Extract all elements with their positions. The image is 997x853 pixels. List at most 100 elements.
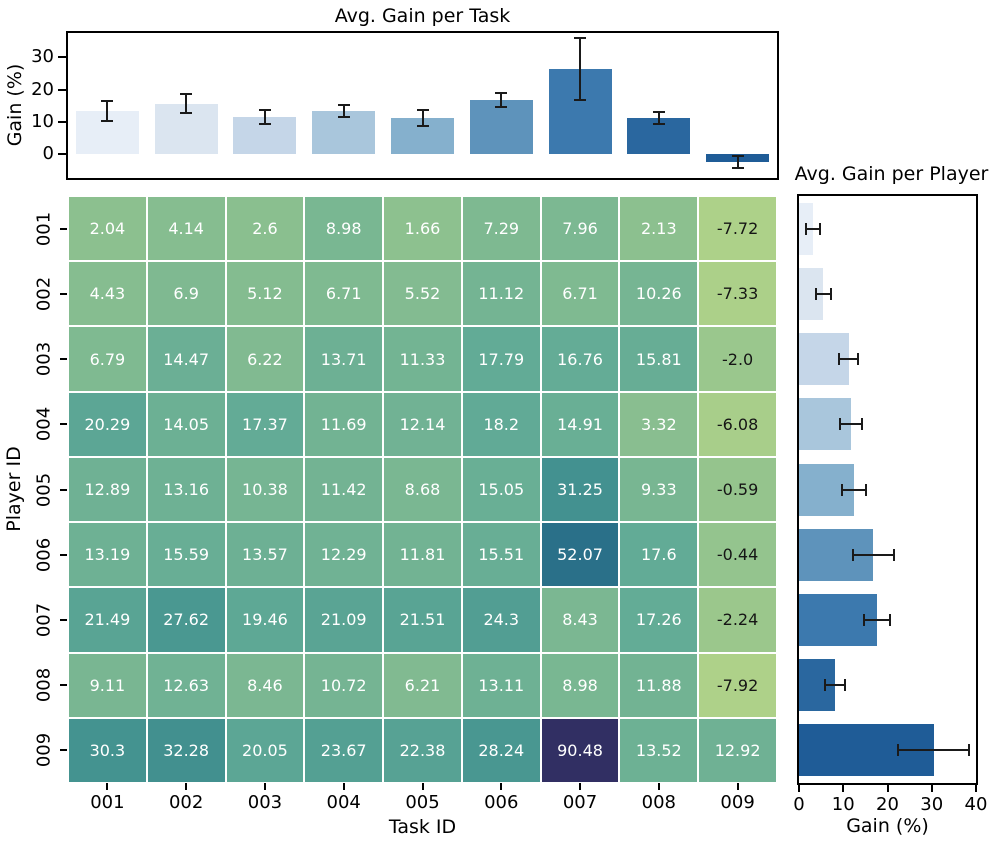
col-tick-mark [421,783,424,790]
col-tick-label: 008 [641,792,676,813]
col-tick-mark [736,783,739,790]
row-tick-label: 009 [33,733,55,768]
player-error-cap [864,483,867,496]
x-tick-label: 0 [793,794,805,815]
heatmap-cell: -0.59 [699,457,776,522]
col-tick-mark [500,783,503,790]
task-error-cap [731,167,744,170]
heatmap-cell: 23.67 [305,718,383,782]
heatmap-cell: 21.09 [305,588,383,652]
heatmap-cell: 30.3 [69,718,146,782]
heatmap-cell: 8.46 [226,653,304,717]
row-tick-mark [60,618,67,621]
heatmap-cell: 11.81 [384,523,461,587]
x-tick-label: 40 [964,794,988,815]
task-error-bar [342,105,345,118]
heatmap-cell: 13.52 [620,718,698,782]
task-error-bar [106,101,109,121]
heatmap-cell: 6.79 [69,327,146,391]
player-error-cap [838,353,841,366]
heatmap-cell: 10.38 [226,457,304,522]
row-tick-mark [60,749,67,752]
heatmap-cell: 21.51 [384,588,461,652]
heatmap-cell: 32.28 [147,718,225,782]
col-tick-mark [185,783,188,790]
row-tick-mark [60,423,67,426]
heatmap-cell: 8.98 [305,197,383,261]
heatmap-cell: 22.38 [384,718,461,782]
heatmap-cell: 14.91 [541,392,619,456]
player-error-cap [839,418,842,431]
heatmap-cell: 6.9 [147,262,225,326]
player-error-bar [841,488,866,491]
row-tick-label: 006 [33,537,55,572]
heatmap-cell: 7.96 [541,197,619,261]
y-tick-mark [58,88,66,91]
heatmap-cell: 15.05 [462,457,540,522]
heatmap-cell: 7.29 [462,197,540,261]
col-tick-label: 006 [484,792,519,813]
heatmap-cell: -6.08 [699,392,776,456]
task-error-bar [736,155,739,169]
heatmap-cell: 6.71 [305,262,383,326]
player-error-cap [823,679,826,692]
heatmap-cell: 12.89 [69,457,146,522]
heatmap-cell: 17.26 [620,588,698,652]
heatmap-cell: -2.0 [699,327,776,391]
heatmap-cell: 90.48 [541,718,619,782]
task-error-cap [180,112,193,115]
player-error-bar [815,292,832,295]
heatmap-xlabel: Task ID [388,816,457,838]
task-error-cap [101,100,114,103]
player-error-cap [893,548,896,561]
player-chart-title: Avg. Gain per Player [794,163,989,185]
player-error-cap [840,483,843,496]
heatmap-cell: 6.71 [541,262,619,326]
heatmap-cell: 8.98 [541,653,619,717]
player-error-bar [898,749,970,752]
player-error-cap [814,287,817,300]
col-tick-mark [579,783,582,790]
row-tick-label: 005 [33,472,55,507]
player-error-cap [861,418,864,431]
player-error-cap [897,744,900,757]
task-error-cap [652,110,665,113]
heatmap-cell: 20.29 [69,392,146,456]
task-bar [312,111,376,155]
heatmap-cell: 10.72 [305,653,383,717]
heatmap-cell: 5.12 [226,262,304,326]
heatmap-cell: -7.72 [699,197,776,261]
task-error-cap [652,123,665,126]
heatmap-cell: 10.26 [620,262,698,326]
heatmap-cell: 8.68 [384,457,461,522]
row-tick-mark [60,227,67,230]
task-error-cap [574,98,587,101]
heatmap-cell: -7.33 [699,262,776,326]
heatmap-cell: 18.2 [462,392,540,456]
task-error-bar [657,111,660,125]
row-tick-label: 004 [33,407,55,442]
task-error-bar [185,94,188,114]
task-error-cap [416,109,429,112]
task-chart-ylabel: Gain (%) [4,63,26,147]
task-bar [469,100,533,155]
x-tick-mark [975,785,977,792]
task-error-cap [495,106,508,109]
player-error-cap [862,613,865,626]
heatmap-cell: 28.24 [462,718,540,782]
col-tick-label: 004 [326,792,361,813]
player-error-cap [856,353,859,366]
heatmap-cell: 20.05 [226,718,304,782]
row-tick-mark [60,684,67,687]
row-tick-label: 008 [33,667,55,703]
heatmap-cell: 12.63 [147,653,225,717]
heatmap-cell: 14.05 [147,392,225,456]
task-chart-title: Avg. Gain per Task [334,5,511,27]
y-tick-mark [58,56,66,59]
heatmap-cell: 15.59 [147,523,225,587]
task-error-bar [263,110,266,125]
player-error-cap [819,222,822,235]
player-chart-xlabel: Gain (%) [846,815,929,837]
task-error-bar [579,38,582,100]
